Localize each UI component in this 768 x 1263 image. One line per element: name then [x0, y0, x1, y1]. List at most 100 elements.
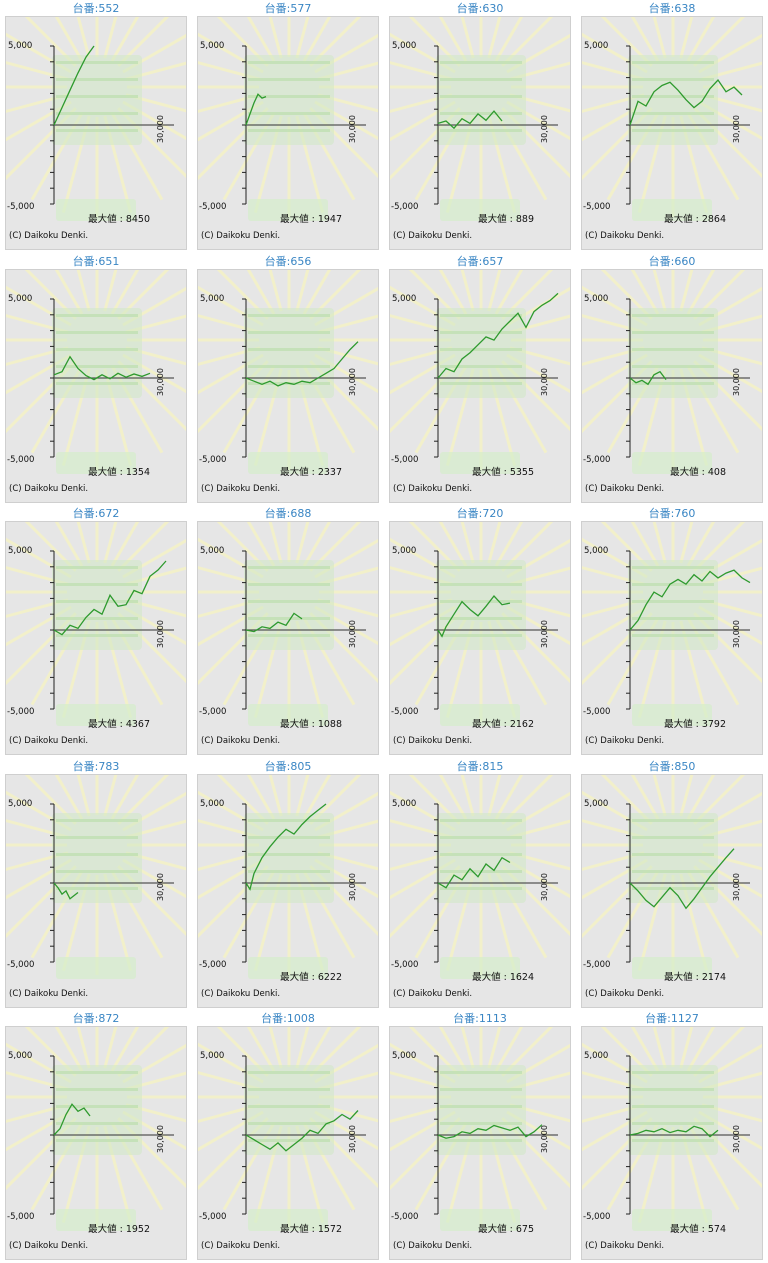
chart-panel: 5,000 -5,000 30,000 最大値 : 3792 (C) Daikoku D…: [581, 521, 763, 756]
background-band: [440, 364, 522, 368]
chart-title[interactable]: 台番:1127: [645, 1012, 699, 1026]
max-value-label: 最大値 : 3792: [664, 719, 726, 731]
background-ray: [438, 522, 468, 567]
background-box: [436, 812, 526, 903]
background-box: [628, 1065, 718, 1156]
chart-cell: 台番:638 5,000 -5,000 30,000 最大値 : 2864 (C) Dai…: [576, 0, 768, 253]
chart-title[interactable]: 台番:1113: [453, 1012, 507, 1026]
y-tick-label-bottom: -5,000: [199, 454, 227, 465]
series-line: [629, 569, 751, 631]
background-box: [52, 1065, 142, 1156]
chart-title[interactable]: 台番:720: [456, 507, 504, 521]
background-ray: [317, 819, 378, 839]
y-tick-label-bottom: -5,000: [391, 1212, 419, 1223]
decorative-background: [198, 522, 378, 727]
background-band: [248, 61, 330, 64]
y-tick-label-bottom: -5,000: [391, 454, 419, 465]
decorative-background: [198, 774, 378, 979]
background-ray: [309, 17, 362, 67]
background-ray: [268, 522, 283, 564]
chart-svg: [6, 1027, 186, 1232]
background-band: [56, 95, 138, 98]
chart-title[interactable]: 台番:656: [264, 254, 312, 268]
chart-cell: 台番:1113 5,000 -5,000 30,000 最大値 : 675 (C) Dai…: [384, 1010, 576, 1263]
decorative-background: [6, 774, 186, 979]
chart-svg: [198, 1027, 378, 1232]
background-ray: [501, 269, 554, 320]
chart-title[interactable]: 台番:660: [648, 254, 696, 268]
series-line: [437, 1124, 543, 1140]
chart-title[interactable]: 台番:688: [264, 507, 312, 521]
series-line: [629, 1125, 719, 1138]
chart-title[interactable]: 台番:657: [456, 254, 504, 268]
chart-title[interactable]: 台番:651: [72, 254, 120, 268]
background-band: [632, 1139, 714, 1143]
background-band: [248, 313, 330, 317]
background-ray: [6, 313, 69, 334]
y-tick-label-top: 5,000: [200, 41, 225, 51]
background-band: [440, 835, 522, 839]
chart-title[interactable]: 台番:1008: [261, 1012, 315, 1026]
background-band: [248, 330, 330, 334]
background-ray: [317, 314, 378, 334]
background-ray: [302, 774, 332, 820]
chart-title[interactable]: 台番:552: [72, 2, 120, 15]
background-ray: [103, 17, 118, 59]
background-tray: [440, 704, 520, 727]
max-value-label: 最大値 : 1624: [472, 971, 534, 983]
background-ray: [268, 1027, 283, 1069]
chart-svg: [390, 522, 570, 727]
background-band: [440, 1071, 522, 1075]
chart-title[interactable]: 台番:638: [648, 2, 696, 15]
background-ray: [295, 774, 310, 817]
chart-title[interactable]: 台番:815: [456, 759, 504, 773]
background-ray: [582, 598, 645, 619]
background-ray: [390, 313, 453, 334]
background-tray: [440, 1209, 520, 1232]
background-band: [248, 78, 330, 81]
background-ray: [686, 774, 716, 820]
chart-title[interactable]: 台番:872: [72, 1012, 120, 1026]
background-ray: [630, 1027, 660, 1073]
x-tick-label: 30,000: [348, 367, 357, 396]
chart-title[interactable]: 台番:672: [72, 507, 120, 521]
copyright-label: (C) Daikoku Denki.: [201, 1241, 281, 1252]
chart-title[interactable]: 台番:630: [456, 2, 504, 15]
max-value-label: 最大値 : 574: [670, 1224, 726, 1236]
background-box: [52, 55, 142, 145]
background-ray: [317, 566, 378, 586]
background-band: [440, 95, 522, 98]
background-ray: [701, 61, 762, 81]
x-tick-label: 30,000: [540, 115, 549, 143]
background-ray: [509, 819, 570, 839]
background-ray: [460, 17, 475, 59]
chart-title[interactable]: 台番:783: [72, 759, 120, 773]
background-tray: [56, 1209, 136, 1232]
background-ray: [494, 17, 524, 62]
chart-title[interactable]: 台番:850: [648, 759, 696, 773]
background-band: [440, 1122, 522, 1126]
copyright-label: (C) Daikoku Denki.: [9, 231, 89, 241]
chart-title[interactable]: 台番:577: [264, 2, 312, 15]
background-ray: [268, 774, 283, 817]
background-ray: [652, 522, 667, 564]
copyright-label: (C) Daikoku Denki.: [9, 988, 89, 999]
background-ray: [408, 269, 461, 320]
background-band: [56, 347, 138, 351]
background-ray: [600, 774, 653, 825]
x-tick-label: 30,000: [732, 620, 741, 649]
background-ray: [390, 818, 453, 839]
background-band: [632, 1071, 714, 1075]
chart-cell: 台番:657 5,000 -5,000 30,000 最大値 : 5355 (C) Dai…: [384, 253, 576, 506]
background-ray: [302, 1027, 332, 1073]
background-band: [248, 617, 330, 621]
background-band: [56, 1088, 138, 1092]
background-ray: [24, 269, 77, 320]
decorative-background: [582, 17, 762, 221]
chart-title[interactable]: 台番:760: [648, 507, 696, 521]
background-band: [56, 583, 138, 587]
background-tray: [248, 956, 328, 979]
chart-title[interactable]: 台番:805: [264, 759, 312, 773]
background-band: [632, 818, 714, 822]
